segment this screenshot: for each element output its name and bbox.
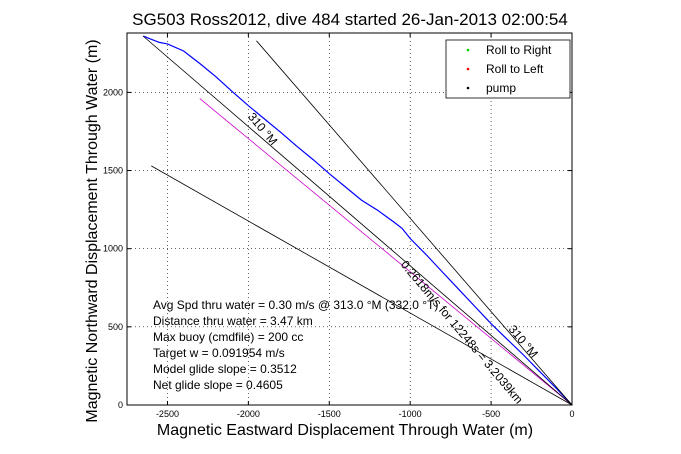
legend: Roll to Right Roll to Left pump [445,39,571,99]
stats-annotations: Avg Spd thru water = 0.30 m/s @ 313.0 °M… [153,298,438,392]
x-axis-label: Magnetic Eastward Displacement Through W… [157,422,533,439]
x-tick-label-2: -1500 [318,409,341,419]
legend-box [445,39,571,99]
y-axis-label: Magnetic Northward Displacement Through … [84,39,101,422]
y-tick-label-4: 2000 [103,87,123,97]
legend-label-1: Roll to Left [486,62,544,76]
annotation-line-0: Avg Spd thru water = 0.30 m/s @ 313.0 °M… [153,298,438,312]
x-tick-label-0: -2500 [156,409,179,419]
x-tick-label-3: -1000 [399,409,422,419]
x-tick-label-4: -500 [482,409,500,419]
legend-label-0: Roll to Right [486,43,552,57]
annotation-line-3: Target w = 0.091954 m/s [153,346,285,360]
y-tick-label-3: 1500 [103,166,123,176]
legend-marker-2 [466,86,470,90]
reference-lines [142,35,573,406]
tick-layer: -2500 -2000 -1500 -1000 -500 0 0 500 1000 1500 200… [103,33,575,419]
annotation-line-1: Distance thru water = 3.47 km [153,314,313,328]
reference-line-2 [142,35,573,406]
x-tick-label-1: -2000 [237,409,260,419]
y-tick-label-2: 1000 [103,244,123,254]
annotation-line-2: Max buoy (cmdfile) = 200 cc [153,330,303,344]
axes-frame [126,32,573,406]
reference-line-0 [256,40,573,406]
legend-marker-1 [466,67,470,71]
y-tick-label-0: 0 [118,400,123,410]
legend-marker-0 [466,48,470,52]
track-series-0 [142,35,573,406]
annotation-line-5: Net glide slope = 0.4605 [153,378,283,392]
track-series-1 [199,98,573,406]
series-layer [142,35,573,406]
chart-title: SG503 Ross2012, dive 484 started 26-Jan-… [132,10,568,29]
line-label-0: 310 °M [245,110,280,148]
x-tick-label-5: 0 [569,409,574,419]
reference-line-1 [151,165,573,406]
annotation-line-4: Model glide slope = 0.3512 [153,362,297,376]
legend-label-2: pump [486,81,516,95]
y-tick-label-1: 500 [108,322,123,332]
